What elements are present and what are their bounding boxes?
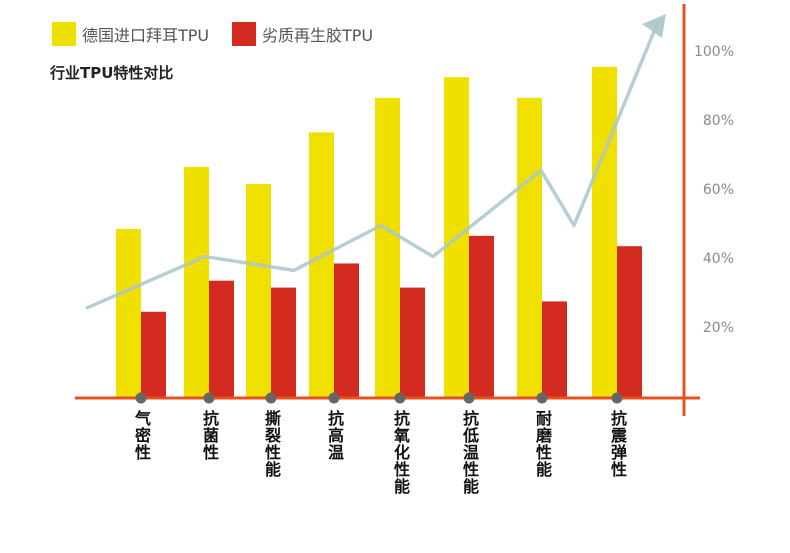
bar-recycled-4 [334,263,359,398]
legend-swatch-bayer [52,22,76,46]
legend-item-bayer: 德国进口拜耳TPU [52,22,209,46]
legend-swatch-recycled [232,22,256,46]
bar-recycled-7 [542,301,567,398]
x-tick-label: 抗低温性能 [460,410,479,495]
y-tick-label: 80% [702,113,734,129]
x-tick-label: 抗高温 [325,410,344,461]
x-tick-label: 耐磨性能 [533,410,552,478]
category-marker-4 [328,392,340,404]
y-tick-label: 20% [702,320,734,336]
category-marker-5 [394,392,406,404]
bar-bayer-2 [184,166,209,398]
x-tick-label: 抗氧化性能 [391,410,410,495]
bar-recycled-2 [209,280,234,398]
bar-recycled-5 [400,287,425,398]
bar-bayer-4 [309,132,334,398]
bar-recycled-6 [469,235,494,398]
category-marker-3 [265,392,277,404]
y-tick-label: 100% [693,44,734,60]
bar-bayer-8 [592,66,617,399]
bar-bayer-3 [246,184,271,398]
chart-subtitle: 行业TPU特性对比 [50,64,174,82]
bar-bayer-5 [375,97,400,398]
y-tick-label: 60% [702,182,734,198]
x-tick-label: 撕裂性能 [262,410,281,478]
bar-bayer-1 [116,228,141,398]
category-marker-6 [463,392,475,404]
category-marker-8 [611,392,623,404]
bar-bayer-7 [517,97,542,398]
legend-label-recycled: 劣质再生胶TPU [262,26,374,45]
legend-label-bayer: 德国进口拜耳TPU [82,26,210,45]
legend-item-recycled: 劣质再生胶TPU [232,22,373,46]
bar-recycled-1 [141,311,166,398]
x-tick-label: 气密性 [132,410,151,461]
category-marker-7 [536,392,548,404]
category-marker-1 [135,392,147,404]
bar-recycled-8 [617,246,642,398]
y-tick-label: 40% [702,251,734,267]
x-tick-label: 抗震弹性 [608,410,627,478]
bar-recycled-3 [271,287,296,398]
trend-arrow-head [642,13,666,38]
category-marker-2 [203,392,215,404]
trend-line [85,21,660,310]
x-tick-label: 抗菌性 [200,410,219,461]
